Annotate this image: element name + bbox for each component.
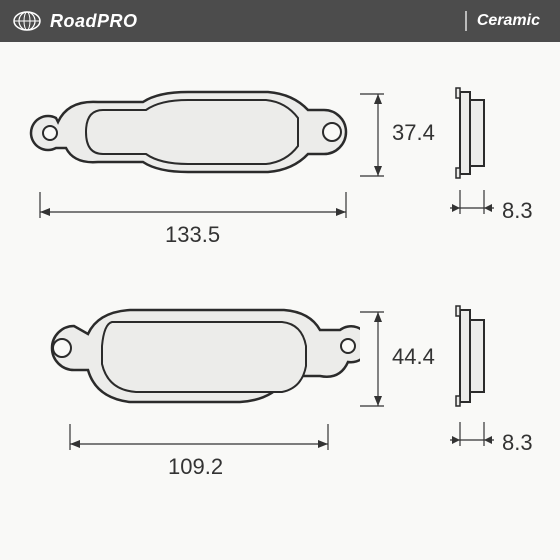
brand-name: RoadPRO	[50, 11, 138, 32]
bottom-height-label: 44.4	[392, 344, 435, 370]
header-right: Ceramic	[465, 11, 540, 31]
bottom-pad-side	[450, 304, 500, 414]
top-width-label: 133.5	[165, 222, 220, 248]
top-pad-face	[28, 82, 358, 202]
header-divider	[465, 11, 467, 31]
bottom-pad-face	[40, 300, 360, 430]
bottom-thickness-dim	[448, 422, 508, 462]
top-height-label: 37.4	[392, 120, 435, 146]
bottom-thickness-label: 8.3	[502, 430, 533, 456]
material-label: Ceramic	[477, 12, 540, 30]
header-left: RoadPRO	[12, 10, 138, 32]
bottom-width-label: 109.2	[168, 454, 223, 480]
diagram-stage: 37.4 133.5 8.3 44.4	[0, 42, 560, 560]
top-pad-side	[450, 86, 500, 186]
top-thickness-label: 8.3	[502, 198, 533, 224]
top-thickness-dim	[448, 190, 508, 230]
brand-logo-icon	[12, 10, 42, 32]
header-bar: RoadPRO Ceramic	[0, 0, 560, 42]
